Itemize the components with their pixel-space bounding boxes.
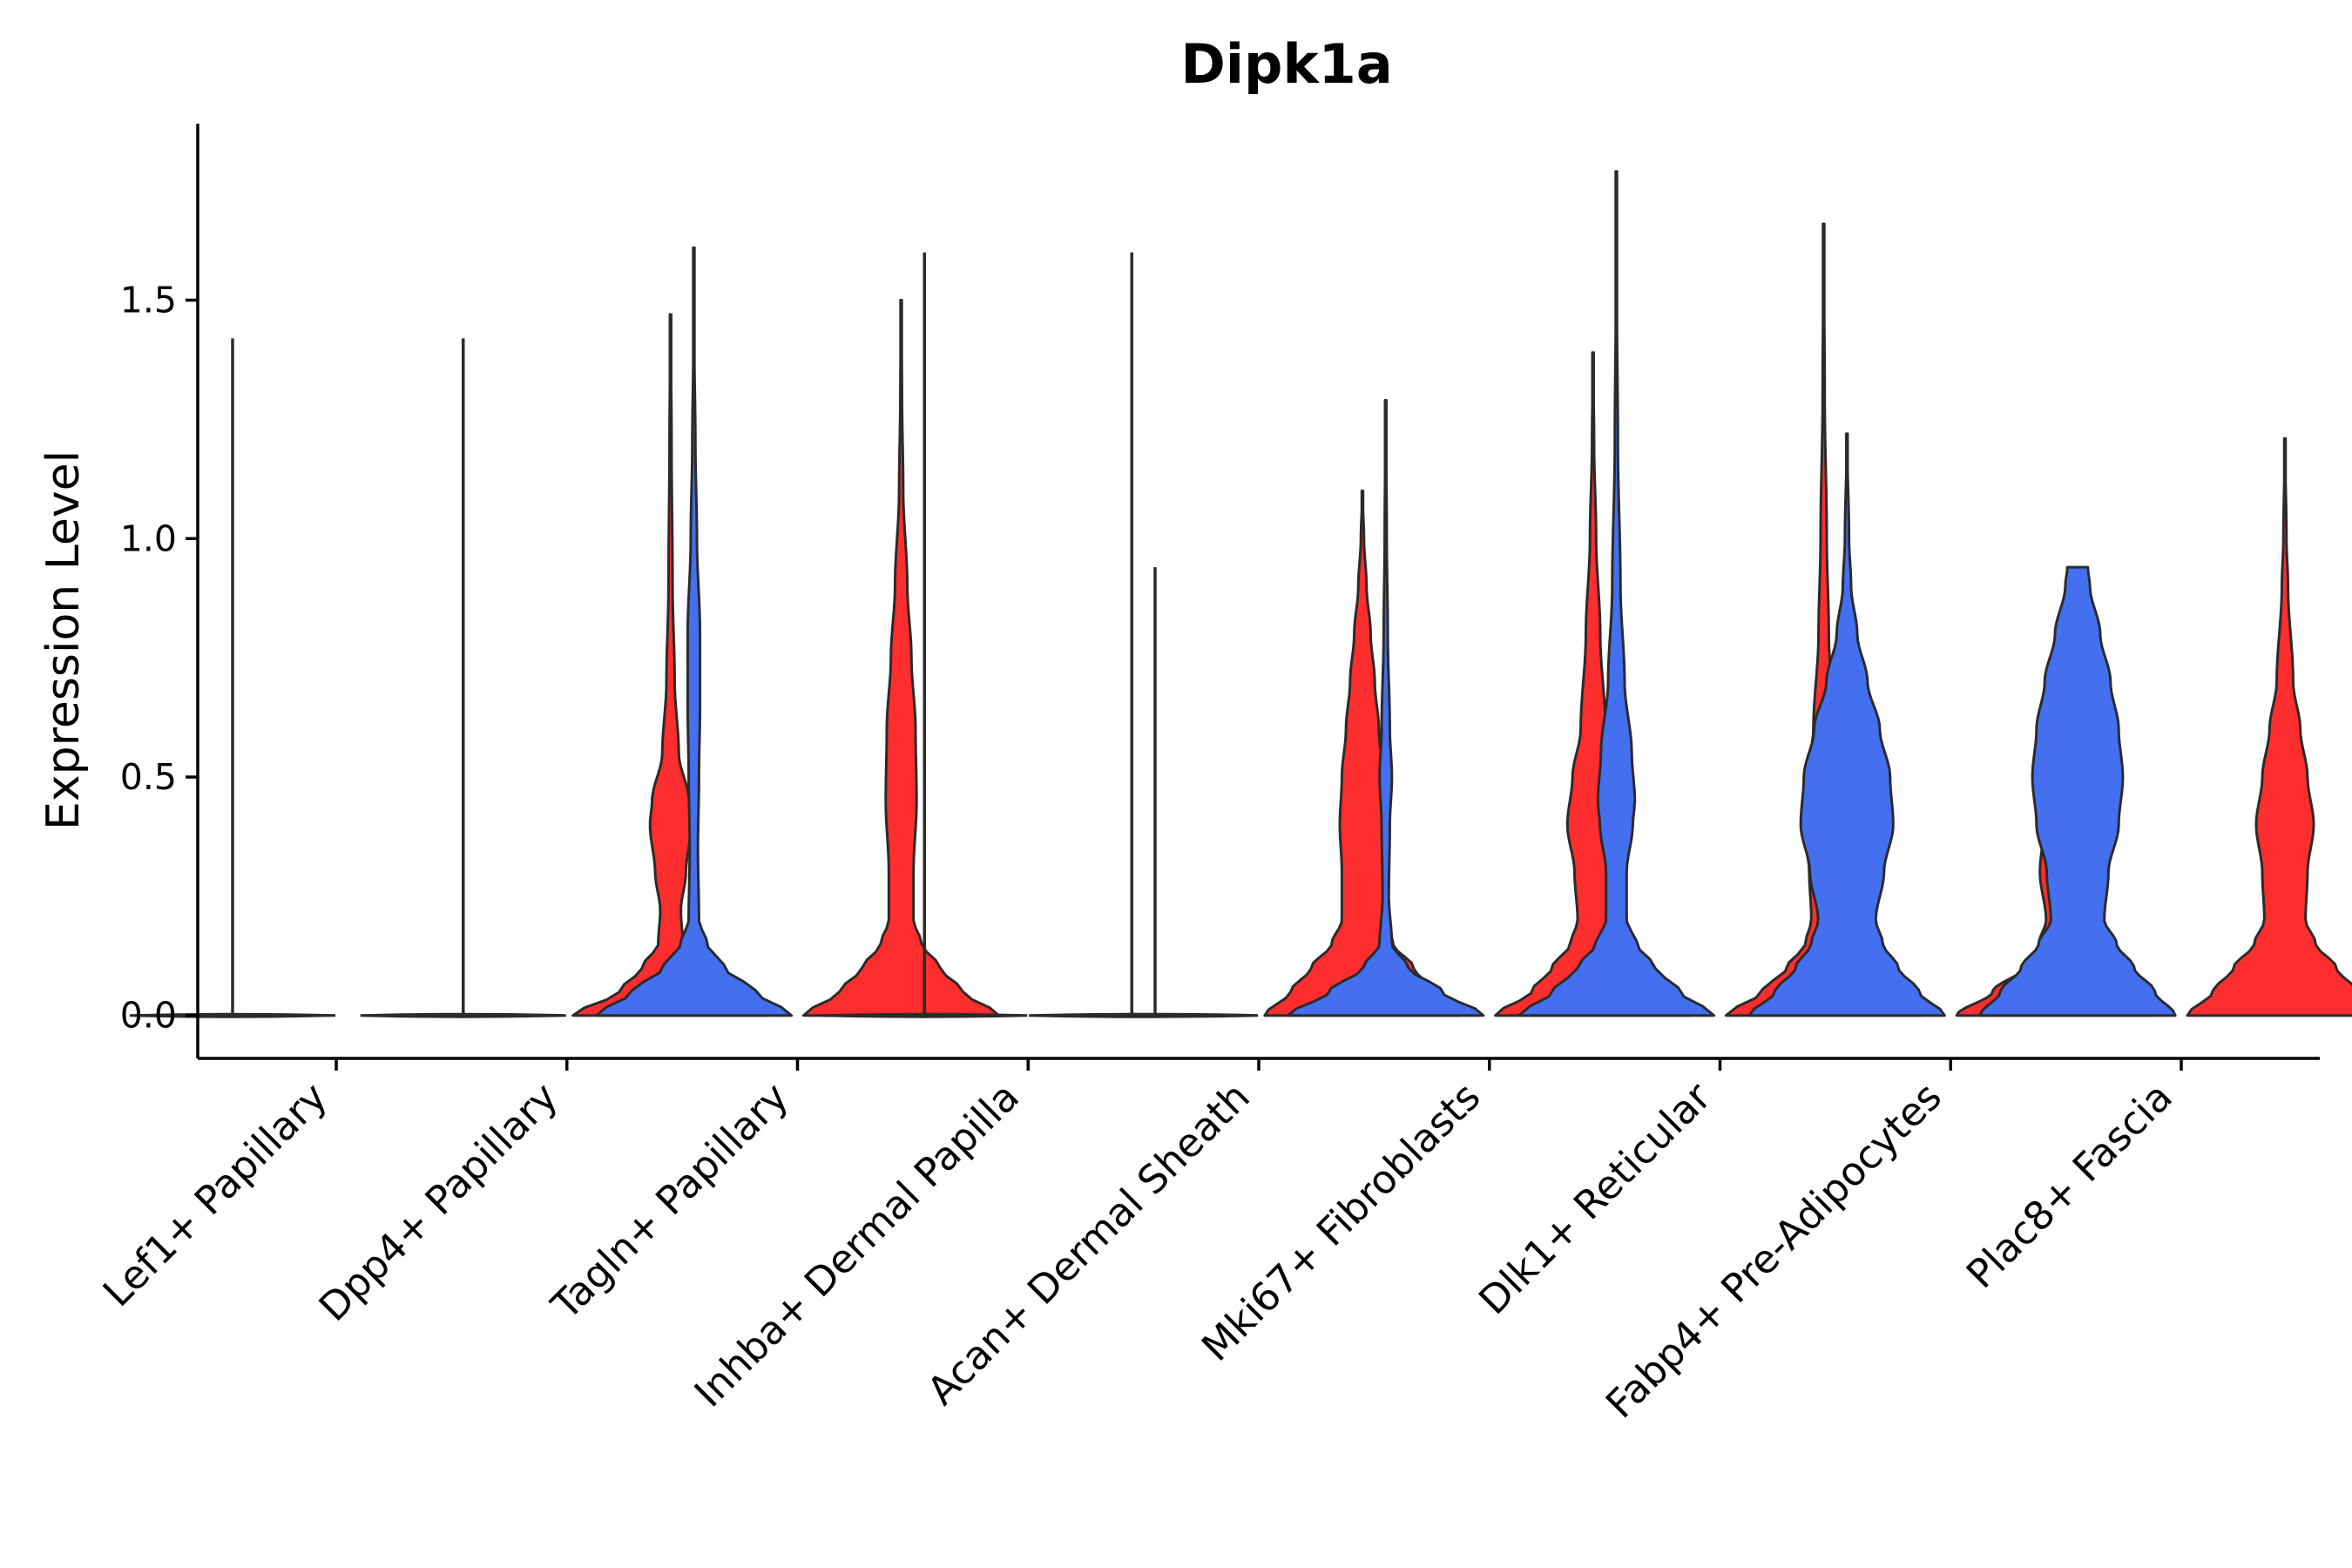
chart-title: Dipk1a [1180, 32, 1392, 96]
violin-red [2186, 436, 2352, 1017]
y-tick-label: 0.0 [120, 995, 177, 1037]
violin-red [1263, 490, 1462, 1017]
violin-body [1978, 565, 2177, 1017]
x-tick-label: Tagln+ Papillary [542, 1073, 797, 1328]
x-tick-label: Dpp4+ Papillary [310, 1073, 567, 1330]
violin-body [1263, 490, 1462, 1017]
y-tick-label: 1.0 [120, 517, 177, 559]
violin-blue [1517, 170, 1716, 1017]
violins-layer [129, 170, 2352, 1018]
y-axis-title: Expression Level [37, 450, 90, 830]
violin-blue [360, 338, 566, 1018]
x-tick-label: Dlk1+ Reticular [1470, 1073, 1720, 1323]
violin-body [571, 313, 770, 1017]
violin-blue [1051, 567, 1259, 1018]
violin-body [1287, 399, 1485, 1017]
x-tick-label: Plac8+ Fascia [1957, 1073, 2181, 1297]
violin-red [1494, 351, 1693, 1017]
violin-body [821, 1012, 1028, 1018]
violin-red [571, 313, 770, 1017]
violin-blue [1747, 432, 1946, 1017]
violin-body [1494, 351, 1693, 1017]
violin-body [1747, 432, 1946, 1017]
violin-red [801, 299, 1001, 1017]
y-ticks-layer: 0.0 0.5 1.0 1.5 [120, 280, 198, 1037]
violin-body [360, 1012, 566, 1018]
x-tick-label: Lef1+ Papillary [94, 1073, 336, 1315]
violin-body [2186, 436, 2352, 1017]
violin-blue [129, 338, 336, 1018]
violin-body [801, 299, 1001, 1017]
y-tick-label: 0.5 [120, 756, 177, 798]
violin-blue [1287, 399, 1485, 1017]
axes-layer [196, 124, 2320, 1060]
violin-blue [594, 246, 794, 1017]
violin-body [1517, 170, 1716, 1017]
violin-body [594, 246, 794, 1017]
violin-red [1029, 252, 1235, 1018]
y-tick-label: 1.5 [120, 280, 177, 321]
violin-blue [1978, 565, 2177, 1017]
violin-blue [821, 252, 1028, 1018]
violin-body [1051, 1012, 1259, 1018]
